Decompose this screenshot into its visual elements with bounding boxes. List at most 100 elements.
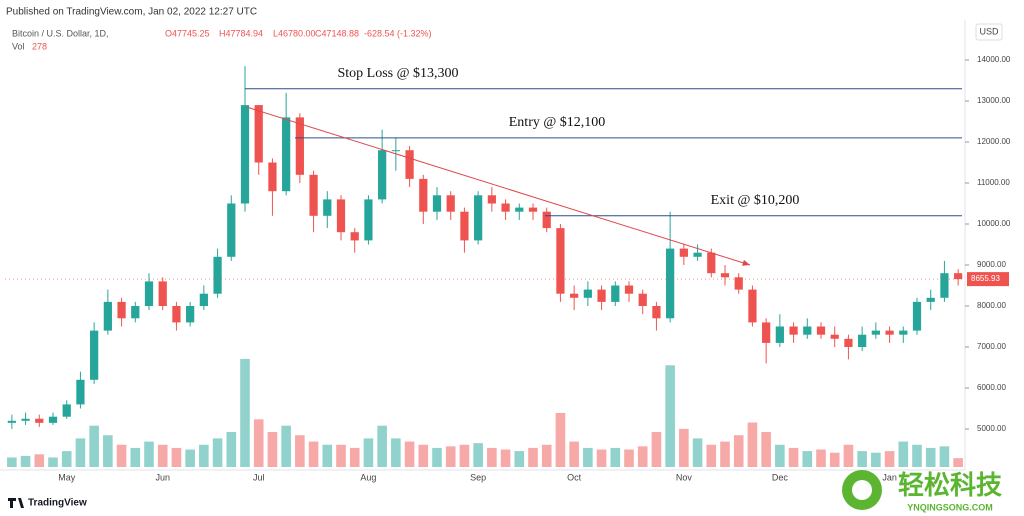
x-tick-label: May	[58, 472, 76, 482]
candle-body	[227, 203, 236, 257]
y-tick-label: 13000.00	[977, 96, 1011, 105]
candle-body	[48, 416, 58, 423]
candle-body	[556, 228, 565, 294]
candle-body	[336, 199, 346, 233]
y-tick-label: 8000.00	[977, 301, 1006, 310]
volume-bar	[637, 446, 648, 467]
volume-bar	[610, 447, 621, 467]
volume-bar	[445, 446, 456, 467]
volume-bar	[253, 419, 264, 467]
ohlc-open: O47745.25	[165, 28, 210, 38]
volume-bar	[884, 451, 895, 467]
candle-body	[611, 285, 620, 302]
x-tick-label: Jan	[882, 472, 897, 482]
volume-bar	[363, 438, 374, 467]
candle-body	[789, 326, 798, 335]
volume-bar	[939, 446, 950, 467]
candle-body	[90, 330, 99, 380]
currency: USD	[979, 26, 999, 36]
volume-bar	[569, 441, 579, 467]
volume-bar	[953, 458, 963, 467]
candle-body	[378, 150, 387, 200]
volume-bar	[528, 447, 538, 467]
candle-body	[419, 178, 428, 212]
candle-body	[21, 418, 30, 421]
candle-body	[762, 322, 771, 343]
candle-body	[871, 330, 880, 335]
volume-bar	[583, 447, 593, 467]
candle-body	[954, 273, 963, 280]
level-label: Exit @ $10,200	[711, 193, 800, 208]
volume-bar	[500, 449, 511, 467]
candle-body	[638, 293, 647, 306]
last-price-box	[967, 272, 1009, 287]
candle-body	[199, 293, 208, 306]
volume-value: 278	[32, 41, 47, 51]
candle-body	[570, 293, 579, 298]
currency-box	[975, 23, 1003, 41]
volume-bar	[487, 447, 497, 467]
volume-bar	[157, 444, 168, 467]
candle-body	[213, 256, 222, 294]
volume-bar	[171, 447, 182, 467]
candle-body	[830, 334, 839, 339]
volume-bar	[185, 449, 195, 467]
candles	[7, 66, 963, 429]
volume-bar	[871, 452, 881, 467]
volume-bars	[7, 358, 963, 467]
volume-bar	[912, 444, 922, 467]
volume-bar	[103, 435, 113, 467]
candle-body	[282, 117, 291, 192]
y-tick-label: 11000.00	[977, 178, 1010, 187]
volume-bar	[212, 438, 223, 467]
watermark-site: YNQINGSONG.COM	[907, 502, 993, 512]
candle-body	[803, 326, 812, 335]
candle-body	[885, 330, 894, 335]
y-tick-label: 12000.00	[977, 137, 1011, 146]
watermark-logo-inner	[852, 480, 872, 500]
ohlc-low: L46780.00	[273, 28, 316, 38]
volume-bar	[665, 365, 675, 467]
volume-bar	[308, 441, 319, 467]
candle-body	[926, 297, 935, 302]
volume-bar	[624, 449, 634, 467]
volume-bar	[514, 451, 525, 467]
watermark-title: 轻松科技	[898, 470, 1002, 500]
candle-body	[844, 338, 853, 347]
volume-bar	[788, 447, 799, 467]
y-tick-label: 5000.00	[977, 424, 1006, 433]
candle-body	[172, 305, 181, 323]
volume-bar	[679, 428, 689, 467]
volume-bar	[692, 438, 703, 467]
volume-bar	[336, 444, 346, 467]
x-tick-label: Jul	[253, 472, 265, 482]
ohlc-close: C47148.88	[315, 28, 359, 38]
candle-body	[446, 195, 455, 212]
candle-body	[528, 207, 538, 212]
volume-bar	[61, 451, 72, 467]
volume-bar	[281, 425, 291, 467]
volume-bar	[747, 422, 758, 467]
candle-body	[734, 277, 743, 290]
candle-body	[597, 289, 606, 302]
volume-bar	[75, 438, 86, 467]
volume-label: Vol	[12, 41, 25, 51]
volume-bar	[199, 444, 209, 467]
ohlc-high: H47784.94	[219, 28, 263, 38]
x-tick-label: Dec	[772, 472, 789, 482]
candle-body	[186, 305, 195, 323]
y-tick-label: 7000.00	[977, 342, 1006, 351]
y-tick-label: 10000.00	[977, 219, 1011, 228]
last-price-label: 8655.93	[971, 274, 1000, 283]
candle-body	[350, 232, 359, 241]
tradingview-logo: TradingView	[8, 498, 87, 509]
volume-bar	[34, 454, 45, 467]
y-tick-label: 6000.00	[977, 383, 1006, 392]
volume-bar	[349, 447, 360, 467]
candle-body	[515, 207, 524, 212]
candle-body	[542, 211, 551, 229]
candle-body	[405, 150, 414, 179]
volume-bar	[7, 457, 17, 467]
